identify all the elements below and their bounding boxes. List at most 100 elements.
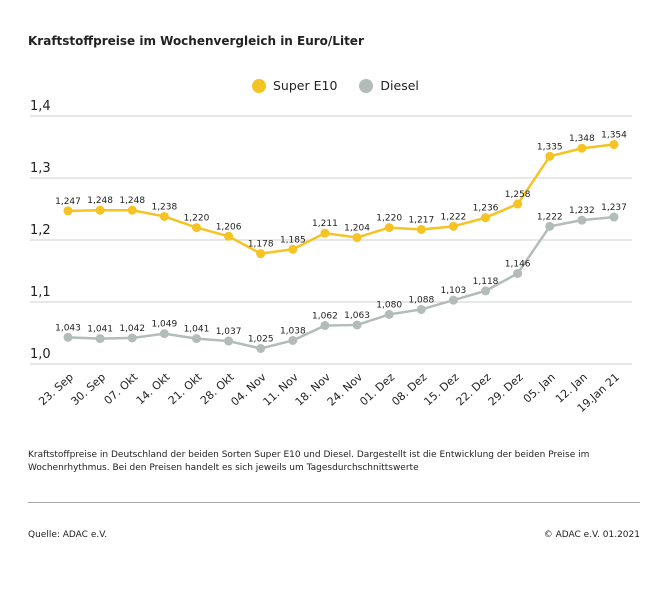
y-tick-label: 1,0: [30, 347, 51, 362]
data-label: 1,080: [376, 300, 402, 310]
data-label: 1,248: [87, 196, 113, 206]
data-point: [224, 336, 234, 346]
data-label: 1,185: [280, 235, 306, 245]
legend-marker-super-e10: [252, 78, 266, 93]
series-line-super-e10: [67, 143, 615, 255]
x-tick-label: 24. Nov: [325, 370, 366, 408]
data-point: [416, 224, 426, 234]
series-line-diesel: [67, 215, 615, 350]
data-label: 1,049: [151, 320, 177, 330]
data-point: [191, 334, 201, 344]
data-label: 1,041: [87, 325, 113, 335]
data-point: [127, 205, 137, 215]
y-tick-label: 1,1: [30, 285, 51, 300]
data-label: 1,042: [119, 324, 145, 334]
data-point: [159, 211, 169, 221]
data-point: [384, 223, 394, 233]
data-label: 1,220: [376, 214, 402, 224]
x-tick-label: 08. Dez: [389, 370, 429, 408]
data-point: [448, 295, 458, 305]
data-label: 1,354: [601, 131, 627, 141]
data-label: 1,146: [505, 259, 531, 269]
legend: Super E10 Diesel: [252, 78, 419, 93]
data-point: [127, 333, 137, 343]
data-label: 1,043: [55, 323, 81, 333]
data-label: 1,222: [441, 212, 467, 222]
data-label: 1,222: [537, 212, 563, 222]
data-label: 1,335: [537, 142, 563, 152]
data-point: [191, 223, 201, 233]
data-label: 1,088: [408, 295, 434, 305]
data-label: 1,258: [505, 190, 531, 200]
data-point: [609, 140, 619, 150]
data-label: 1,041: [184, 325, 210, 335]
data-point: [288, 244, 298, 254]
data-point: [288, 335, 298, 345]
data-label: 1,025: [248, 335, 274, 345]
data-point: [384, 309, 394, 319]
legend-label-diesel: Diesel: [380, 78, 419, 93]
data-label: 1,238: [151, 202, 177, 212]
data-point: [95, 205, 105, 215]
data-point: [481, 213, 491, 223]
chart-description: Kraftstoffpreise in Deutschland der beid…: [28, 450, 590, 473]
y-tick-label: 1,3: [30, 161, 51, 176]
data-label: 1,038: [280, 326, 306, 336]
data-point: [577, 215, 587, 225]
legend-label-super-e10: Super E10: [273, 78, 338, 93]
y-tick-label: 1,4: [30, 99, 51, 114]
data-label: 1,178: [248, 240, 274, 250]
data-point: [224, 231, 234, 241]
copyright-note: © ADAC e.V. 01.2021: [543, 530, 640, 540]
x-tick-label: 22. Dez: [454, 370, 494, 408]
data-label: 1,206: [216, 222, 242, 232]
y-tick-label: 1,2: [30, 223, 51, 238]
x-tick-label: 14. Okt: [134, 370, 173, 407]
data-label: 1,237: [601, 203, 627, 213]
data-label: 1,118: [473, 277, 499, 287]
x-tick-label: 05. Jan: [521, 371, 558, 406]
data-label: 1,217: [408, 215, 434, 225]
data-point: [513, 268, 523, 278]
data-point: [481, 286, 491, 296]
data-point: [256, 249, 266, 259]
x-tick-label: 07. Okt: [102, 370, 141, 407]
source-note: Quelle: ADAC e.V.: [28, 530, 108, 540]
data-label: 1,220: [184, 214, 210, 224]
data-label: 1,062: [312, 312, 338, 322]
divider: [28, 502, 640, 503]
data-point: [63, 206, 73, 216]
data-point: [320, 228, 330, 238]
data-point: [416, 304, 426, 314]
data-point: [352, 320, 362, 330]
data-point: [159, 329, 169, 339]
data-label: 1,211: [312, 219, 338, 229]
data-label: 1,037: [216, 327, 242, 337]
data-point: [545, 151, 555, 161]
x-tick-label: 15. Dez: [421, 370, 461, 408]
data-label: 1,348: [569, 134, 595, 144]
data-label: 1,248: [119, 196, 145, 206]
data-point: [577, 143, 587, 153]
data-point: [95, 334, 105, 344]
data-point: [63, 332, 73, 342]
x-tick-label: 01. Dez: [357, 370, 397, 408]
data-label: 1,063: [344, 311, 370, 321]
x-tick-label: 23. Sep: [36, 371, 76, 409]
data-point: [352, 233, 362, 243]
data-label: 1,247: [55, 197, 81, 207]
chart-title: Kraftstoffpreise im Wochenvergleich in E…: [28, 34, 364, 48]
x-tick-label: 21. Okt: [166, 370, 205, 407]
data-point: [256, 344, 266, 353]
data-point: [609, 212, 619, 222]
data-point: [320, 321, 330, 331]
data-label: 1,236: [473, 204, 499, 214]
legend-marker-diesel: [359, 78, 374, 93]
x-tick-label: 29. Dez: [486, 370, 526, 408]
data-label: 1,232: [569, 206, 595, 216]
data-point: [448, 221, 458, 231]
data-label: 1,204: [344, 224, 370, 234]
data-point: [545, 221, 555, 231]
